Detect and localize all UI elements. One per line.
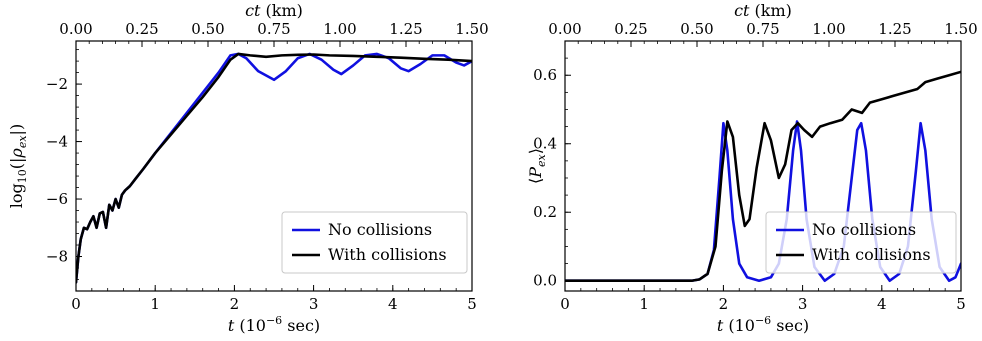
panel2-ytick-label: 0.4 bbox=[533, 135, 557, 153]
panel1-ytick-label: −8 bbox=[46, 248, 68, 266]
panel1-top-tick-label: 0.25 bbox=[125, 20, 158, 38]
panel1-xtick-label: 2 bbox=[230, 295, 240, 313]
panel1-xtick-label: 3 bbox=[309, 295, 319, 313]
panel2-xtick-label: 2 bbox=[719, 295, 729, 313]
panel2-ylabel: ⟨Pex⟩ bbox=[526, 148, 548, 184]
panel1-top-tick-label: 1.25 bbox=[389, 20, 422, 38]
panel2-ytick-label: 0.2 bbox=[533, 203, 557, 221]
panel2-xtick-label: 3 bbox=[798, 295, 808, 313]
panel2-top-tick-label: 1.00 bbox=[812, 20, 845, 38]
panel1-legend-label-with-collisions: With collisions bbox=[328, 245, 447, 264]
panel2-top-tick-label: 0.25 bbox=[614, 20, 647, 38]
panel1-xtick-label: 4 bbox=[388, 295, 398, 313]
panel2-top-xlabel: ct (km) bbox=[734, 1, 792, 20]
panel2-legend: No collisions With collisions bbox=[765, 211, 957, 274]
panel1-xtick-label: 1 bbox=[150, 295, 160, 313]
panel1-top-tick-label: 0.50 bbox=[191, 20, 224, 38]
panel1-legend: No collisions With collisions bbox=[281, 211, 468, 274]
panel1-top-tick-label: 0.75 bbox=[257, 20, 290, 38]
panel1-ytick-label: −2 bbox=[46, 75, 68, 93]
panel2-legend-frame bbox=[765, 211, 957, 274]
panel2-top-tick-label: 0.50 bbox=[680, 20, 713, 38]
panel2-xlabel: t (10−6 sec) bbox=[717, 314, 809, 335]
panel2-top-tick-label: 0.75 bbox=[746, 20, 779, 38]
panel2-legend-label-no-collisions: No collisions bbox=[812, 220, 916, 239]
panel1: 0 1 2 3 4 5 0.00 0.25 0.50 0.75 1.00 1.25 1.50 −8 −6 −4… bbox=[7, 1, 489, 335]
panel1-ytick-label: −6 bbox=[46, 190, 68, 208]
panel2-xtick-label: 4 bbox=[877, 295, 887, 313]
panel1-top-tick-label: 1.00 bbox=[323, 20, 356, 38]
panel1-legend-label-no-collisions: No collisions bbox=[328, 220, 432, 239]
panel1-xlabel: t (10−6 sec) bbox=[228, 314, 320, 335]
panel1-legend-frame bbox=[281, 211, 468, 274]
panel2-ytick-label: 0.6 bbox=[533, 66, 557, 84]
panel1-xtick-label: 0 bbox=[71, 295, 81, 313]
panel2-top-tick-label: 1.50 bbox=[944, 20, 977, 38]
panel1-ylabel: log10(|ρex|) bbox=[7, 124, 29, 208]
panel2-xtick-label: 1 bbox=[639, 295, 649, 313]
panel2-series-with-collisions-line bbox=[565, 70, 961, 283]
panel1-ytick-label: −4 bbox=[46, 133, 68, 151]
panel2-xtick-label: 0 bbox=[560, 295, 570, 313]
panel2-xtick-label: 5 bbox=[956, 295, 966, 313]
panel1-xtick-label: 5 bbox=[467, 295, 477, 313]
panel1-top-tick-label: 0.00 bbox=[59, 20, 92, 38]
panel2: 0 1 2 3 4 5 0.00 0.25 0.50 0.75 1.00 1.25 1.50 0.0 0.2… bbox=[526, 1, 978, 335]
panel1-top-xlabel: ct (km) bbox=[245, 1, 303, 20]
panel2-legend-label-with-collisions: With collisions bbox=[812, 245, 931, 264]
panel2-top-tick-label: 0.00 bbox=[548, 20, 581, 38]
panel1-top-tick-label: 1.50 bbox=[455, 20, 488, 38]
panel1-series-with-collisions-line bbox=[76, 52, 472, 284]
panel2-ytick-label: 0.0 bbox=[533, 272, 557, 290]
panel2-top-tick-label: 1.25 bbox=[878, 20, 911, 38]
